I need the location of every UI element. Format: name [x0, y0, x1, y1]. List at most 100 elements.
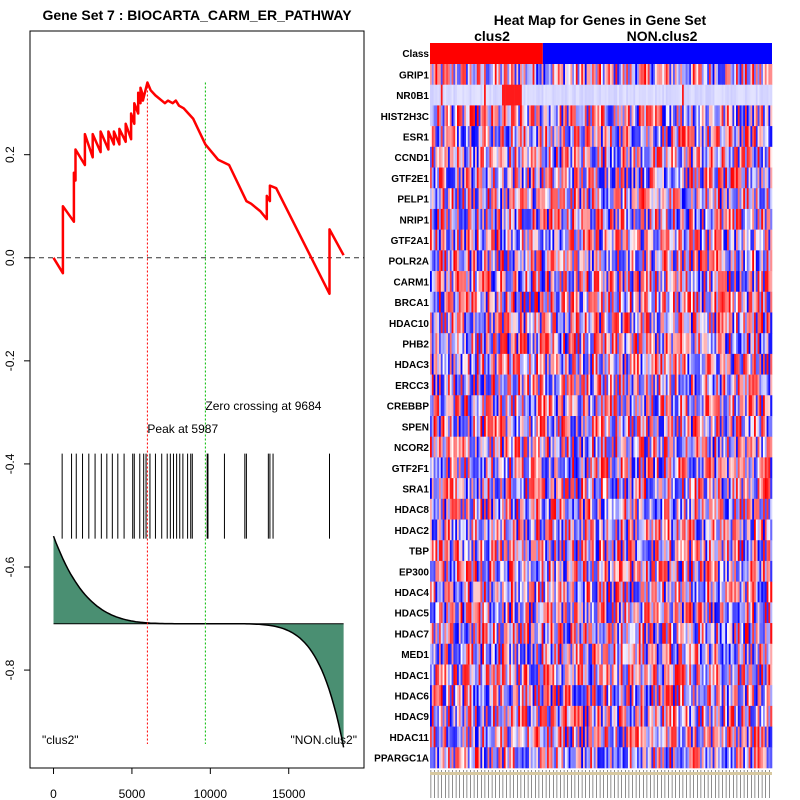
- heatmap-cell: [631, 374, 634, 396]
- heatmap-cell: [701, 188, 704, 210]
- heatmap-cell: [633, 146, 636, 168]
- heatmap-cell: [509, 395, 512, 417]
- heatmap-cell: [624, 167, 627, 189]
- heatmap-cell: [701, 478, 704, 500]
- heatmap-cell: [484, 498, 487, 520]
- heatmap-cell: [599, 229, 602, 251]
- heatmap-cell: [622, 271, 625, 293]
- heatmap-cell: [761, 333, 764, 355]
- heatmap-cell: [482, 84, 485, 106]
- heatmap-cell: [554, 498, 557, 520]
- heatmap-cell: [651, 188, 654, 210]
- heatmap-cell: [503, 395, 506, 417]
- heatmap-cell: [593, 250, 596, 272]
- group-label-left: "clus2": [42, 733, 79, 747]
- heatmap-cell: [671, 146, 674, 168]
- heatmap-cell: [757, 374, 760, 396]
- heatmap-cell: [491, 271, 494, 293]
- heatmap-cell: [637, 560, 640, 582]
- heatmap-cell: [433, 374, 436, 396]
- heatmap-cell: [473, 167, 476, 189]
- heatmap-cell: [469, 519, 472, 541]
- heatmap-cell: [620, 560, 623, 582]
- heatmap-cell: [431, 353, 434, 375]
- heatmap-cell: [743, 395, 746, 417]
- heatmap-cell: [638, 353, 641, 375]
- heatmap-cell: [453, 167, 456, 189]
- heatmap-cell: [635, 146, 638, 168]
- heatmap-cell: [575, 188, 578, 210]
- heatmap-cell: [721, 126, 724, 148]
- heatmap-cell: [746, 146, 749, 168]
- heatmap-cell: [500, 291, 503, 313]
- heatmap-cell: [714, 519, 717, 541]
- heatmap-cell: [572, 581, 575, 603]
- heatmap-cell: [581, 84, 584, 106]
- heatmap-cell: [732, 312, 735, 334]
- heatmap-cell: [462, 374, 465, 396]
- heatmap-cell: [559, 64, 562, 86]
- heatmap-cell: [590, 540, 593, 562]
- heatmap-cell: [611, 84, 614, 106]
- heatmap-cell: [678, 208, 681, 230]
- heatmap-cell: [523, 84, 526, 106]
- heatmap-cell: [509, 250, 512, 272]
- heatmap-cell: [592, 333, 595, 355]
- heatmap-cell: [466, 64, 469, 86]
- heatmap-cell: [583, 84, 586, 106]
- heatmap-cell: [745, 84, 748, 106]
- heatmap-cell: [766, 64, 769, 86]
- heatmap-cell: [628, 229, 631, 251]
- heatmap-cell: [469, 208, 472, 230]
- heatmap-cell: [487, 250, 490, 272]
- heatmap-cell: [678, 560, 681, 582]
- heatmap-cell: [440, 105, 443, 127]
- heatmap-cell: [593, 540, 596, 562]
- heatmap-cell: [547, 333, 550, 355]
- heatmap-cell: [494, 436, 497, 458]
- heatmap-cell: [575, 436, 578, 458]
- heatmap-cell: [750, 457, 753, 479]
- heatmap-cell: [687, 374, 690, 396]
- heatmap-cell: [723, 374, 726, 396]
- heatmap-cell: [491, 146, 494, 168]
- heatmap-cell: [604, 333, 607, 355]
- heatmap-cell: [613, 353, 616, 375]
- heatmap-cell: [493, 560, 496, 582]
- heatmap-cell: [572, 560, 575, 582]
- heatmap-cell: [683, 498, 686, 520]
- heatmap-cell: [718, 498, 721, 520]
- heatmap-cell: [534, 84, 537, 106]
- heatmap-cell: [505, 312, 508, 334]
- heatmap-cell: [678, 353, 681, 375]
- heatmap-cell: [755, 105, 758, 127]
- heatmap-cell: [707, 188, 710, 210]
- heatmap-cell: [458, 250, 461, 272]
- heatmap-cell: [467, 250, 470, 272]
- heatmap-cell: [682, 560, 685, 582]
- heatmap-cell: [491, 84, 494, 106]
- heatmap-cell: [656, 519, 659, 541]
- heatmap-cell: [707, 498, 710, 520]
- heatmap-cell: [727, 436, 730, 458]
- heatmap-cell: [676, 64, 679, 86]
- heatmap-cell: [583, 64, 586, 86]
- heatmap-cell: [642, 353, 645, 375]
- heatmap-cell: [435, 105, 438, 127]
- heatmap-cell: [590, 374, 593, 396]
- heatmap-cell: [485, 250, 488, 272]
- heatmap-cell: [464, 250, 467, 272]
- heatmap-cell: [557, 146, 560, 168]
- heatmap-cell: [503, 126, 506, 148]
- heatmap-cell: [446, 519, 449, 541]
- heatmap-cell: [730, 353, 733, 375]
- heatmap-cell: [703, 560, 706, 582]
- heatmap-cell: [683, 208, 686, 230]
- heatmap-cell: [665, 416, 668, 438]
- heatmap-cell: [610, 436, 613, 458]
- heatmap-cell: [430, 353, 433, 375]
- heatmap-cell: [590, 229, 593, 251]
- heatmap-cell: [568, 540, 571, 562]
- heatmap-cell: [538, 416, 541, 438]
- heatmap-cell: [676, 250, 679, 272]
